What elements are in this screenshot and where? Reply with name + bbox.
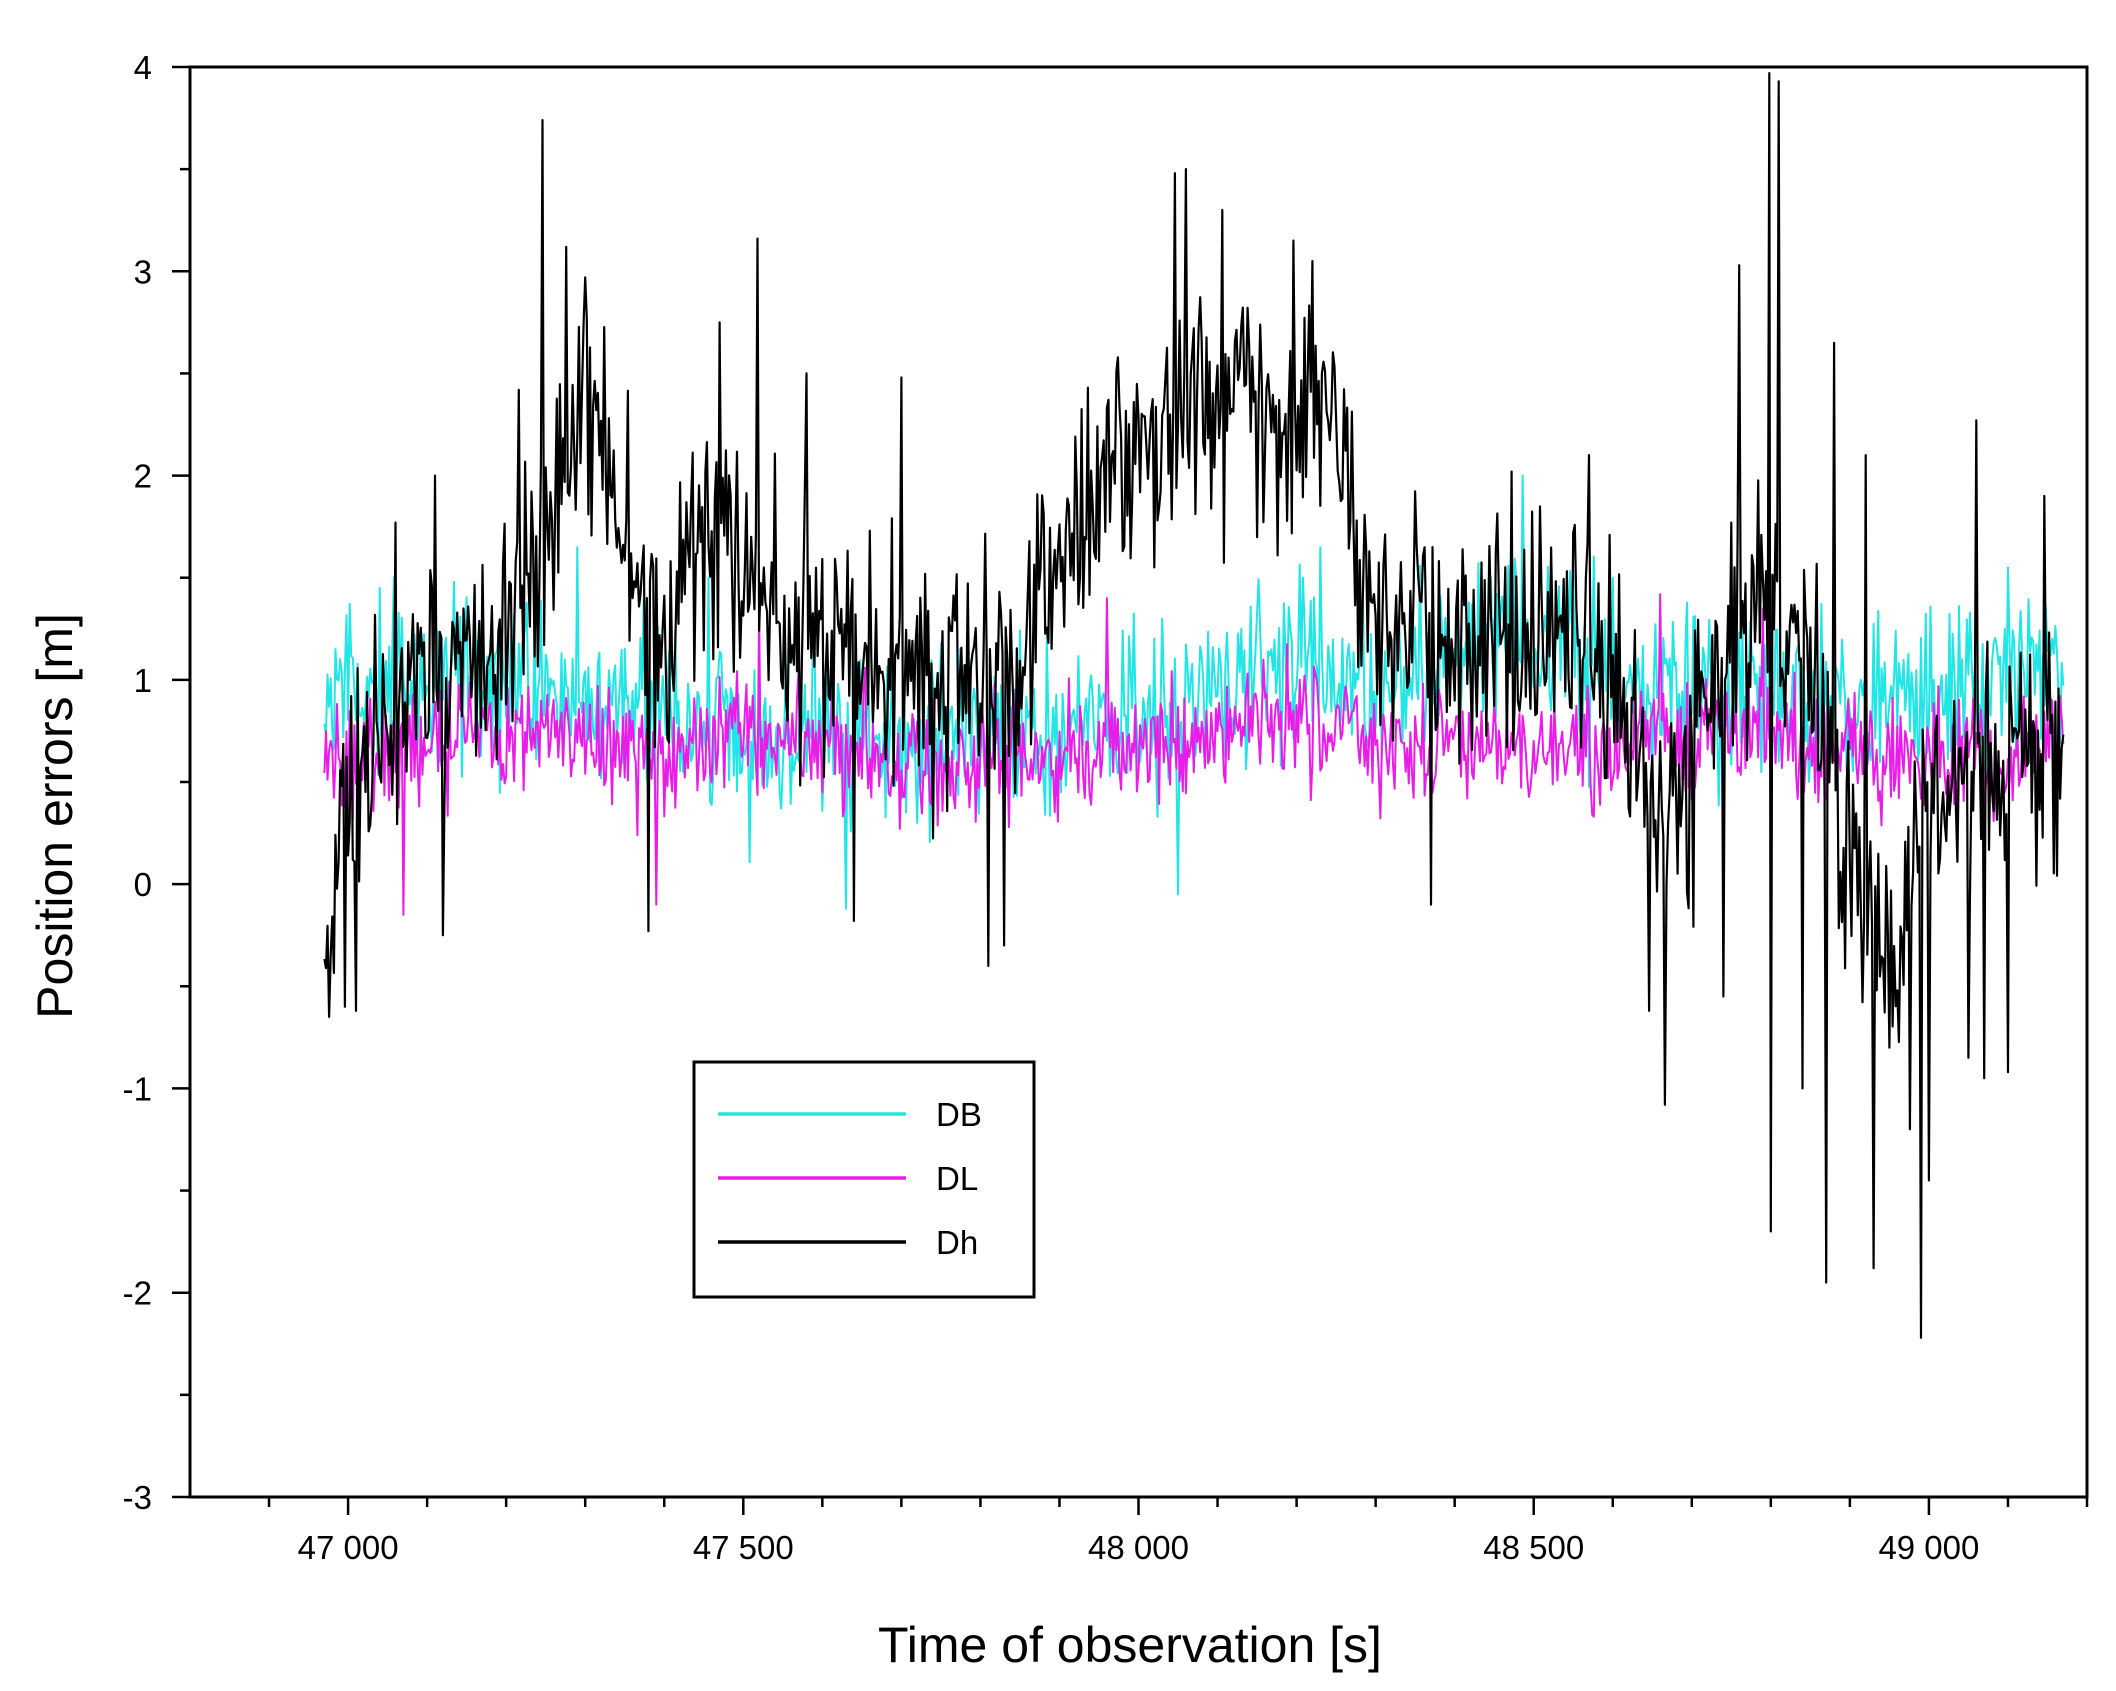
legend-label-dl: DL xyxy=(936,1160,978,1197)
series-line-dh xyxy=(323,72,2065,1339)
y-tick-label: -1 xyxy=(123,1070,152,1107)
y-tick-label: -3 xyxy=(123,1479,152,1516)
x-tick-labels: 47 000 47 500 48 000 48 500 49 000 xyxy=(298,1529,1980,1566)
y-axis-title: Position errors [m] xyxy=(27,613,83,1019)
y-tick-labels: -3 -2 -1 0 1 2 3 4 xyxy=(123,49,152,1516)
legend: DB DL Dh xyxy=(692,1060,1036,1299)
tick-marks xyxy=(172,65,2089,1515)
x-tick-label: 48 000 xyxy=(1088,1529,1189,1566)
legend-label-dh: Dh xyxy=(936,1224,978,1261)
y-tick-label: 0 xyxy=(134,866,152,903)
y-tick-label: 3 xyxy=(134,253,152,290)
plot-frame xyxy=(188,65,2089,1499)
x-tick-label: 48 500 xyxy=(1483,1529,1584,1566)
legend-label-db: DB xyxy=(936,1096,982,1133)
y-tick-label: -2 xyxy=(123,1275,152,1312)
x-tick-label: 47 500 xyxy=(693,1529,794,1566)
y-tick-label: 2 xyxy=(134,458,152,495)
y-tick-label: 4 xyxy=(134,49,152,86)
x-tick-label: 49 000 xyxy=(1878,1529,1979,1566)
x-axis-title: Time of observation [s] xyxy=(878,1617,1382,1673)
y-tick-label: 1 xyxy=(134,662,152,699)
x-tick-label: 47 000 xyxy=(298,1529,399,1566)
series-line-dl xyxy=(323,593,2065,916)
series-layer xyxy=(323,72,2065,1339)
